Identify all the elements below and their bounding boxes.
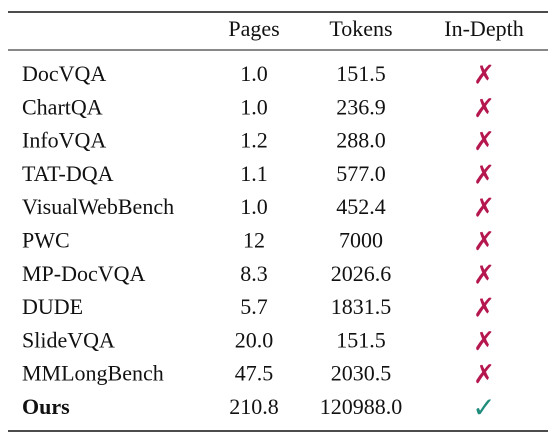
cell: 1.0	[240, 94, 268, 119]
cell: 577.0	[336, 161, 386, 186]
in-depth-mark: ✗	[473, 327, 495, 357]
row-name: MP-DocVQA	[22, 261, 146, 286]
cell: 12	[243, 228, 265, 253]
in-depth-mark: ✗	[473, 227, 495, 257]
cell: 2030.5	[331, 361, 392, 386]
in-depth-mark: ✗	[473, 194, 495, 224]
cell: 236.9	[336, 94, 386, 119]
in-depth-mark: ✗	[473, 360, 495, 390]
cell: 151.5	[336, 327, 386, 352]
column-header: Tokens	[329, 16, 392, 41]
row-name: Ours	[22, 394, 70, 419]
cell: 1.1	[240, 161, 268, 186]
row-name: InfoVQA	[22, 128, 106, 153]
cell: 20.0	[235, 327, 274, 352]
row-name: MMLongBench	[22, 361, 164, 386]
cell: 5.7	[240, 294, 268, 319]
in-depth-mark: ✗	[473, 160, 495, 190]
in-depth-mark: ✗	[473, 294, 495, 324]
column-header: Pages	[228, 16, 279, 41]
in-depth-mark: ✓	[472, 391, 495, 424]
in-depth-mark: ✗	[473, 260, 495, 290]
row-name: ChartQA	[22, 94, 103, 119]
cell: 1831.5	[331, 294, 392, 319]
column-header: In-Depth	[444, 16, 523, 41]
in-depth-mark: ✗	[473, 127, 495, 157]
cell: 120988.0	[320, 394, 403, 419]
cell: 8.3	[240, 261, 268, 286]
cell: 210.8	[229, 394, 279, 419]
cell: 452.4	[336, 194, 386, 219]
in-depth-mark: ✗	[473, 61, 495, 91]
cell: 151.5	[336, 61, 386, 86]
cell: 47.5	[235, 361, 274, 386]
row-name: TAT-DQA	[22, 161, 114, 186]
cell: 2026.6	[331, 261, 392, 286]
row-name: SlideVQA	[22, 327, 115, 352]
row-name: DUDE	[22, 294, 83, 319]
in-depth-mark: ✗	[473, 94, 495, 124]
cell: 288.0	[336, 128, 386, 153]
row-name: PWC	[22, 228, 70, 253]
row-name: DocVQA	[22, 61, 106, 86]
cell: 7000	[339, 228, 383, 253]
cell: 1.2	[240, 128, 268, 153]
cell: 1.0	[240, 194, 268, 219]
row-name: VisualWebBench	[22, 194, 174, 219]
cell: 1.0	[240, 61, 268, 86]
